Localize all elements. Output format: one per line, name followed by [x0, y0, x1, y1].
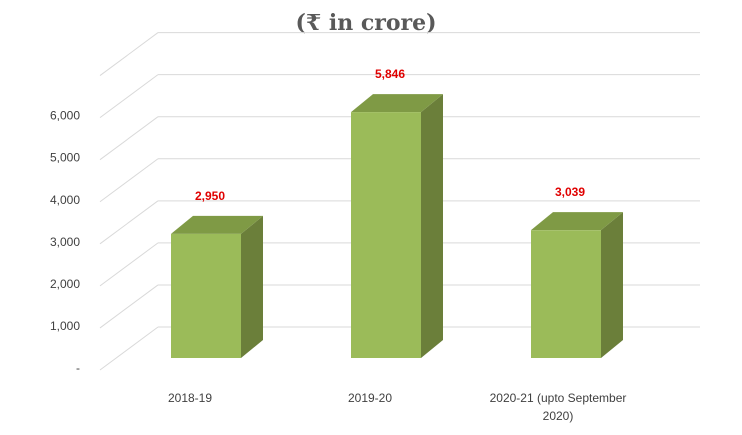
- bar-front: [531, 230, 601, 358]
- bar-top: [351, 94, 443, 113]
- side-gridline: [99, 242, 159, 287]
- y-tick-label: 4,000: [50, 193, 80, 207]
- y-tick-label: 3,000: [50, 235, 80, 249]
- side-gridline: [99, 158, 159, 203]
- bar-top: [171, 215, 263, 234]
- x-axis-categories: 2018-19 2019-20 2020-21 (upto September 202…: [168, 391, 626, 423]
- bar-front: [351, 112, 421, 358]
- y-axis-ticks: - 1,000 2,000 3,000 4,000 5,000 6,000: [50, 109, 80, 375]
- y-tick-label: 2,000: [50, 277, 80, 291]
- bar-side: [601, 212, 623, 358]
- chart-title: (₹ in crore): [295, 10, 436, 36]
- bar-top: [531, 212, 623, 231]
- data-label: 5,846: [375, 67, 405, 81]
- bars: [171, 94, 623, 358]
- y-tick-label: -: [76, 361, 80, 375]
- side-gridline: [99, 116, 159, 161]
- y-tick-label: 6,000: [50, 109, 80, 123]
- bar-side: [421, 94, 443, 358]
- bar-2: [351, 94, 443, 358]
- y-tick-label: 5,000: [50, 151, 80, 165]
- category-label: 2019-20: [348, 391, 392, 405]
- category-label: 2018-19: [168, 391, 212, 405]
- bar-3: [531, 212, 623, 358]
- side-gridline: [99, 284, 159, 329]
- bar-1: [171, 215, 263, 358]
- category-label: 2020-21 (upto September 2020): [490, 391, 627, 423]
- bar-front: [171, 233, 241, 358]
- side-gridline: [99, 326, 159, 371]
- data-label: 3,039: [555, 185, 585, 199]
- side-gridline: [99, 200, 159, 245]
- data-label: 2,950: [195, 189, 225, 203]
- side-gridline: [99, 32, 159, 76]
- data-labels: 2,950 5,846 3,039: [195, 67, 585, 203]
- y-tick-label: 1,000: [50, 319, 80, 333]
- side-gridline: [99, 74, 159, 119]
- bar-side: [241, 215, 263, 358]
